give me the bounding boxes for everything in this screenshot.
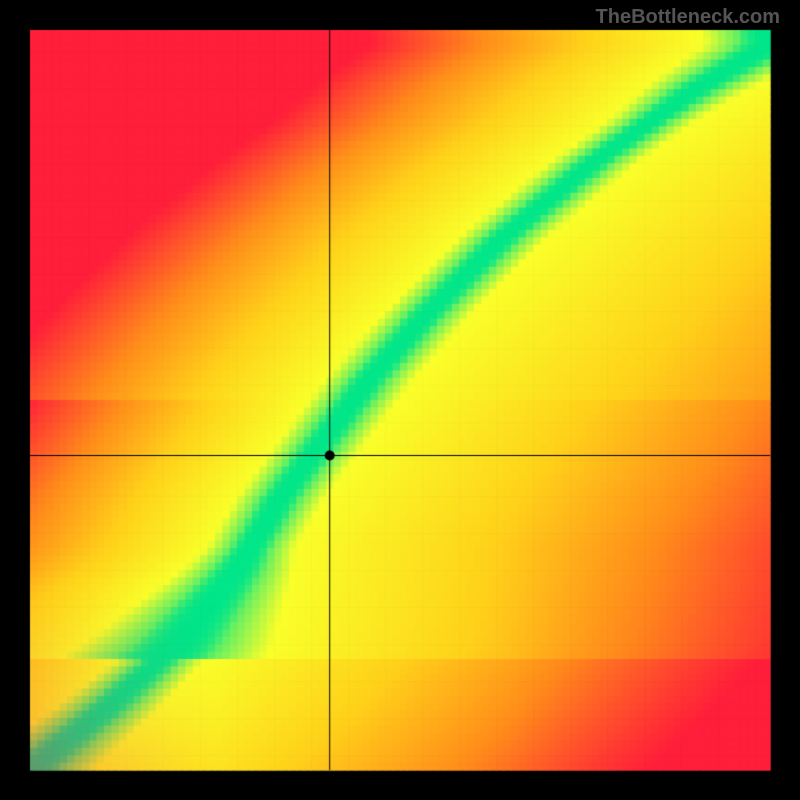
heatmap-canvas <box>0 0 800 800</box>
chart-container: TheBottleneck.com <box>0 0 800 800</box>
watermark-text: TheBottleneck.com <box>596 6 780 29</box>
